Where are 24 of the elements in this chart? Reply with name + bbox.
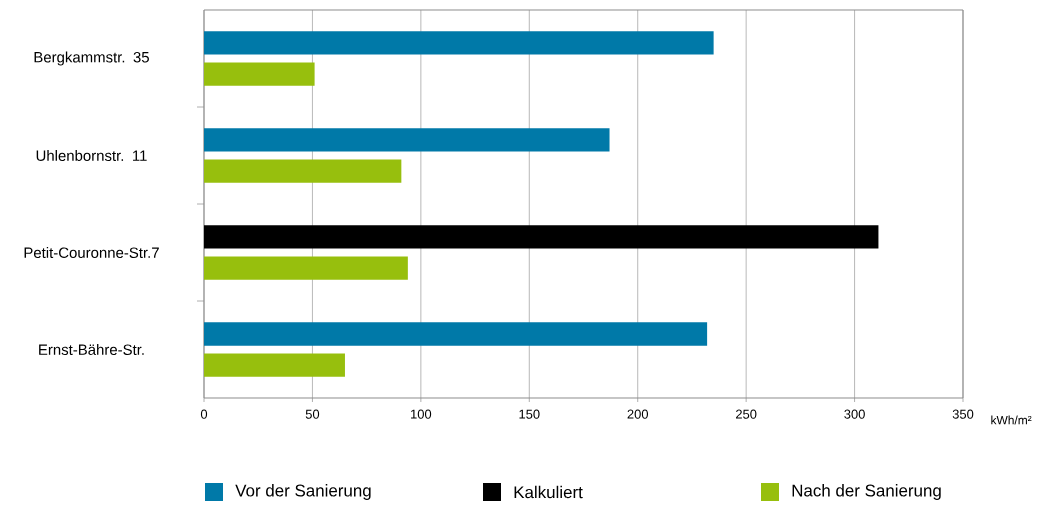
legend-label: Vor der Sanierung — [235, 484, 371, 500]
x-tick-label: 150 — [519, 409, 540, 419]
y-tick-label: Ernst-Bähre-Str. — [39, 344, 144, 355]
x-axis-title: kWh/m² — [991, 415, 1032, 425]
legend-label: Nach der Sanierung — [792, 484, 941, 500]
y-tick-label: Bergkammstr. 35 — [34, 51, 149, 66]
bar — [204, 159, 402, 183]
x-tick-label: 200 — [627, 409, 649, 419]
bar — [204, 225, 879, 249]
bar — [204, 322, 708, 346]
x-tick-label: 250 — [736, 409, 757, 419]
bar — [204, 256, 408, 280]
bar — [204, 31, 714, 55]
y-tick-label: Petit-Couronne-Str.7 — [24, 247, 159, 258]
x-tick-label: 300 — [844, 409, 865, 419]
x-tick-label: 50 — [305, 409, 320, 419]
bar — [204, 128, 610, 152]
x-tick-label: 100 — [411, 409, 432, 419]
bar — [204, 353, 345, 377]
x-tick-label: 350 — [952, 409, 974, 419]
y-tick-label: Uhlenbornstr. 11 — [36, 150, 147, 161]
x-tick-label: 0 — [200, 409, 208, 419]
legend-label: Kalkuliert — [514, 485, 583, 499]
bar — [204, 62, 315, 86]
